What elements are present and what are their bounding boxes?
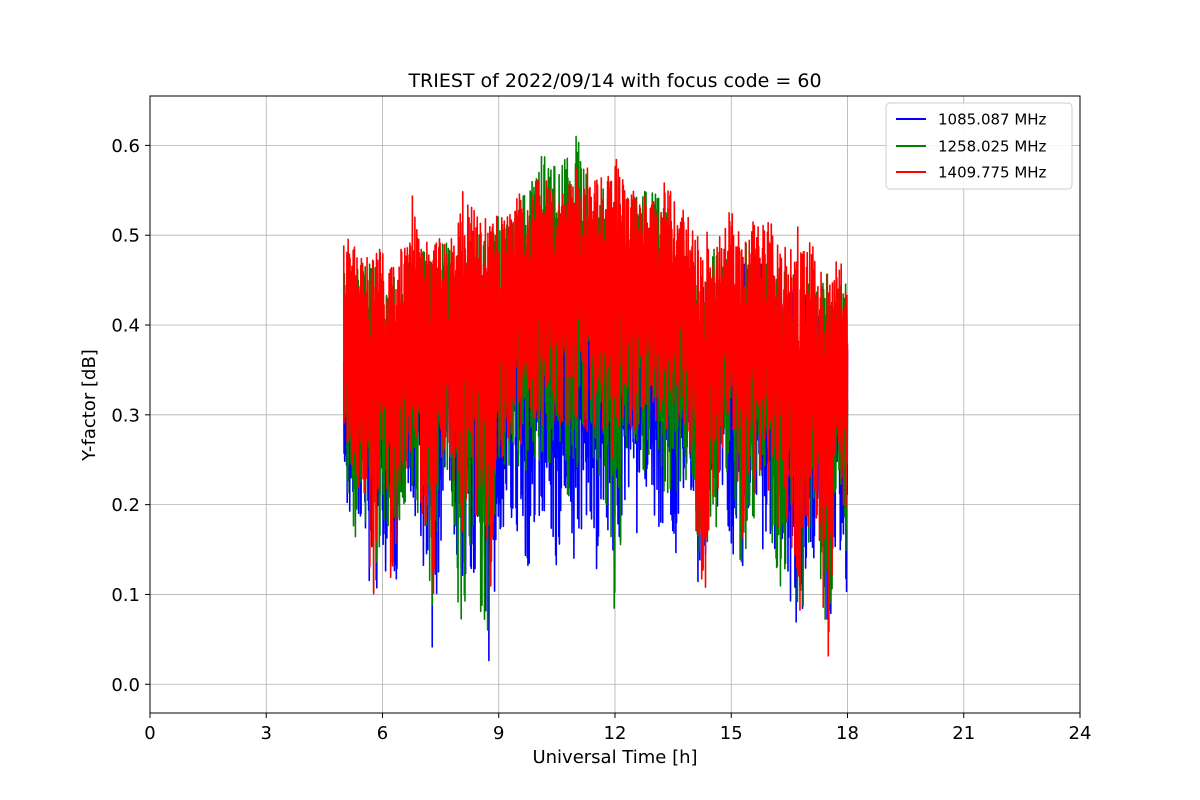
x-tick-label: 6 bbox=[377, 723, 388, 744]
y-tick-label: 0.4 bbox=[111, 316, 140, 337]
legend: 1085.087 MHz 1258.025 MHz 1409.775 MHz bbox=[885, 102, 1073, 190]
y-tick-label: 0.5 bbox=[111, 226, 140, 247]
y-tick-label: 0.0 bbox=[111, 675, 140, 696]
series-line-3 bbox=[342, 158, 849, 657]
y-tick-label: 0.3 bbox=[111, 405, 140, 426]
y-tick-label: 0.6 bbox=[111, 136, 140, 157]
x-tick-label: 24 bbox=[1069, 723, 1092, 744]
x-tick-label: 9 bbox=[493, 723, 504, 744]
x-tick-label: 12 bbox=[604, 723, 627, 744]
chart-title: TRIEST of 2022/09/14 with focus code = 6… bbox=[407, 70, 821, 92]
x-tick-label: 18 bbox=[836, 723, 859, 744]
plot-area bbox=[342, 135, 849, 662]
legend-label-1258: 1258.025 MHz bbox=[938, 138, 1047, 156]
x-tick-label: 0 bbox=[144, 723, 155, 744]
x-tick-label: 15 bbox=[720, 723, 743, 744]
ticks: 0 3 6 9 12 15 18 21 24 0.0 0.1 0.2 0.3 0.4 0.5 0.6 bbox=[111, 136, 1091, 744]
x-tick-label: 21 bbox=[952, 723, 975, 744]
y-tick-label: 0.1 bbox=[111, 585, 140, 606]
x-tick-label: 3 bbox=[261, 723, 272, 744]
y-axis-label: Y-factor [dB] bbox=[79, 349, 100, 462]
y-tick-label: 0.2 bbox=[111, 495, 140, 516]
legend-label-1085: 1085.087 MHz bbox=[938, 111, 1047, 129]
x-axis-label: Universal Time [h] bbox=[532, 747, 697, 768]
legend-label-1409: 1409.775 MHz bbox=[938, 164, 1047, 182]
legend-box bbox=[885, 102, 1073, 190]
